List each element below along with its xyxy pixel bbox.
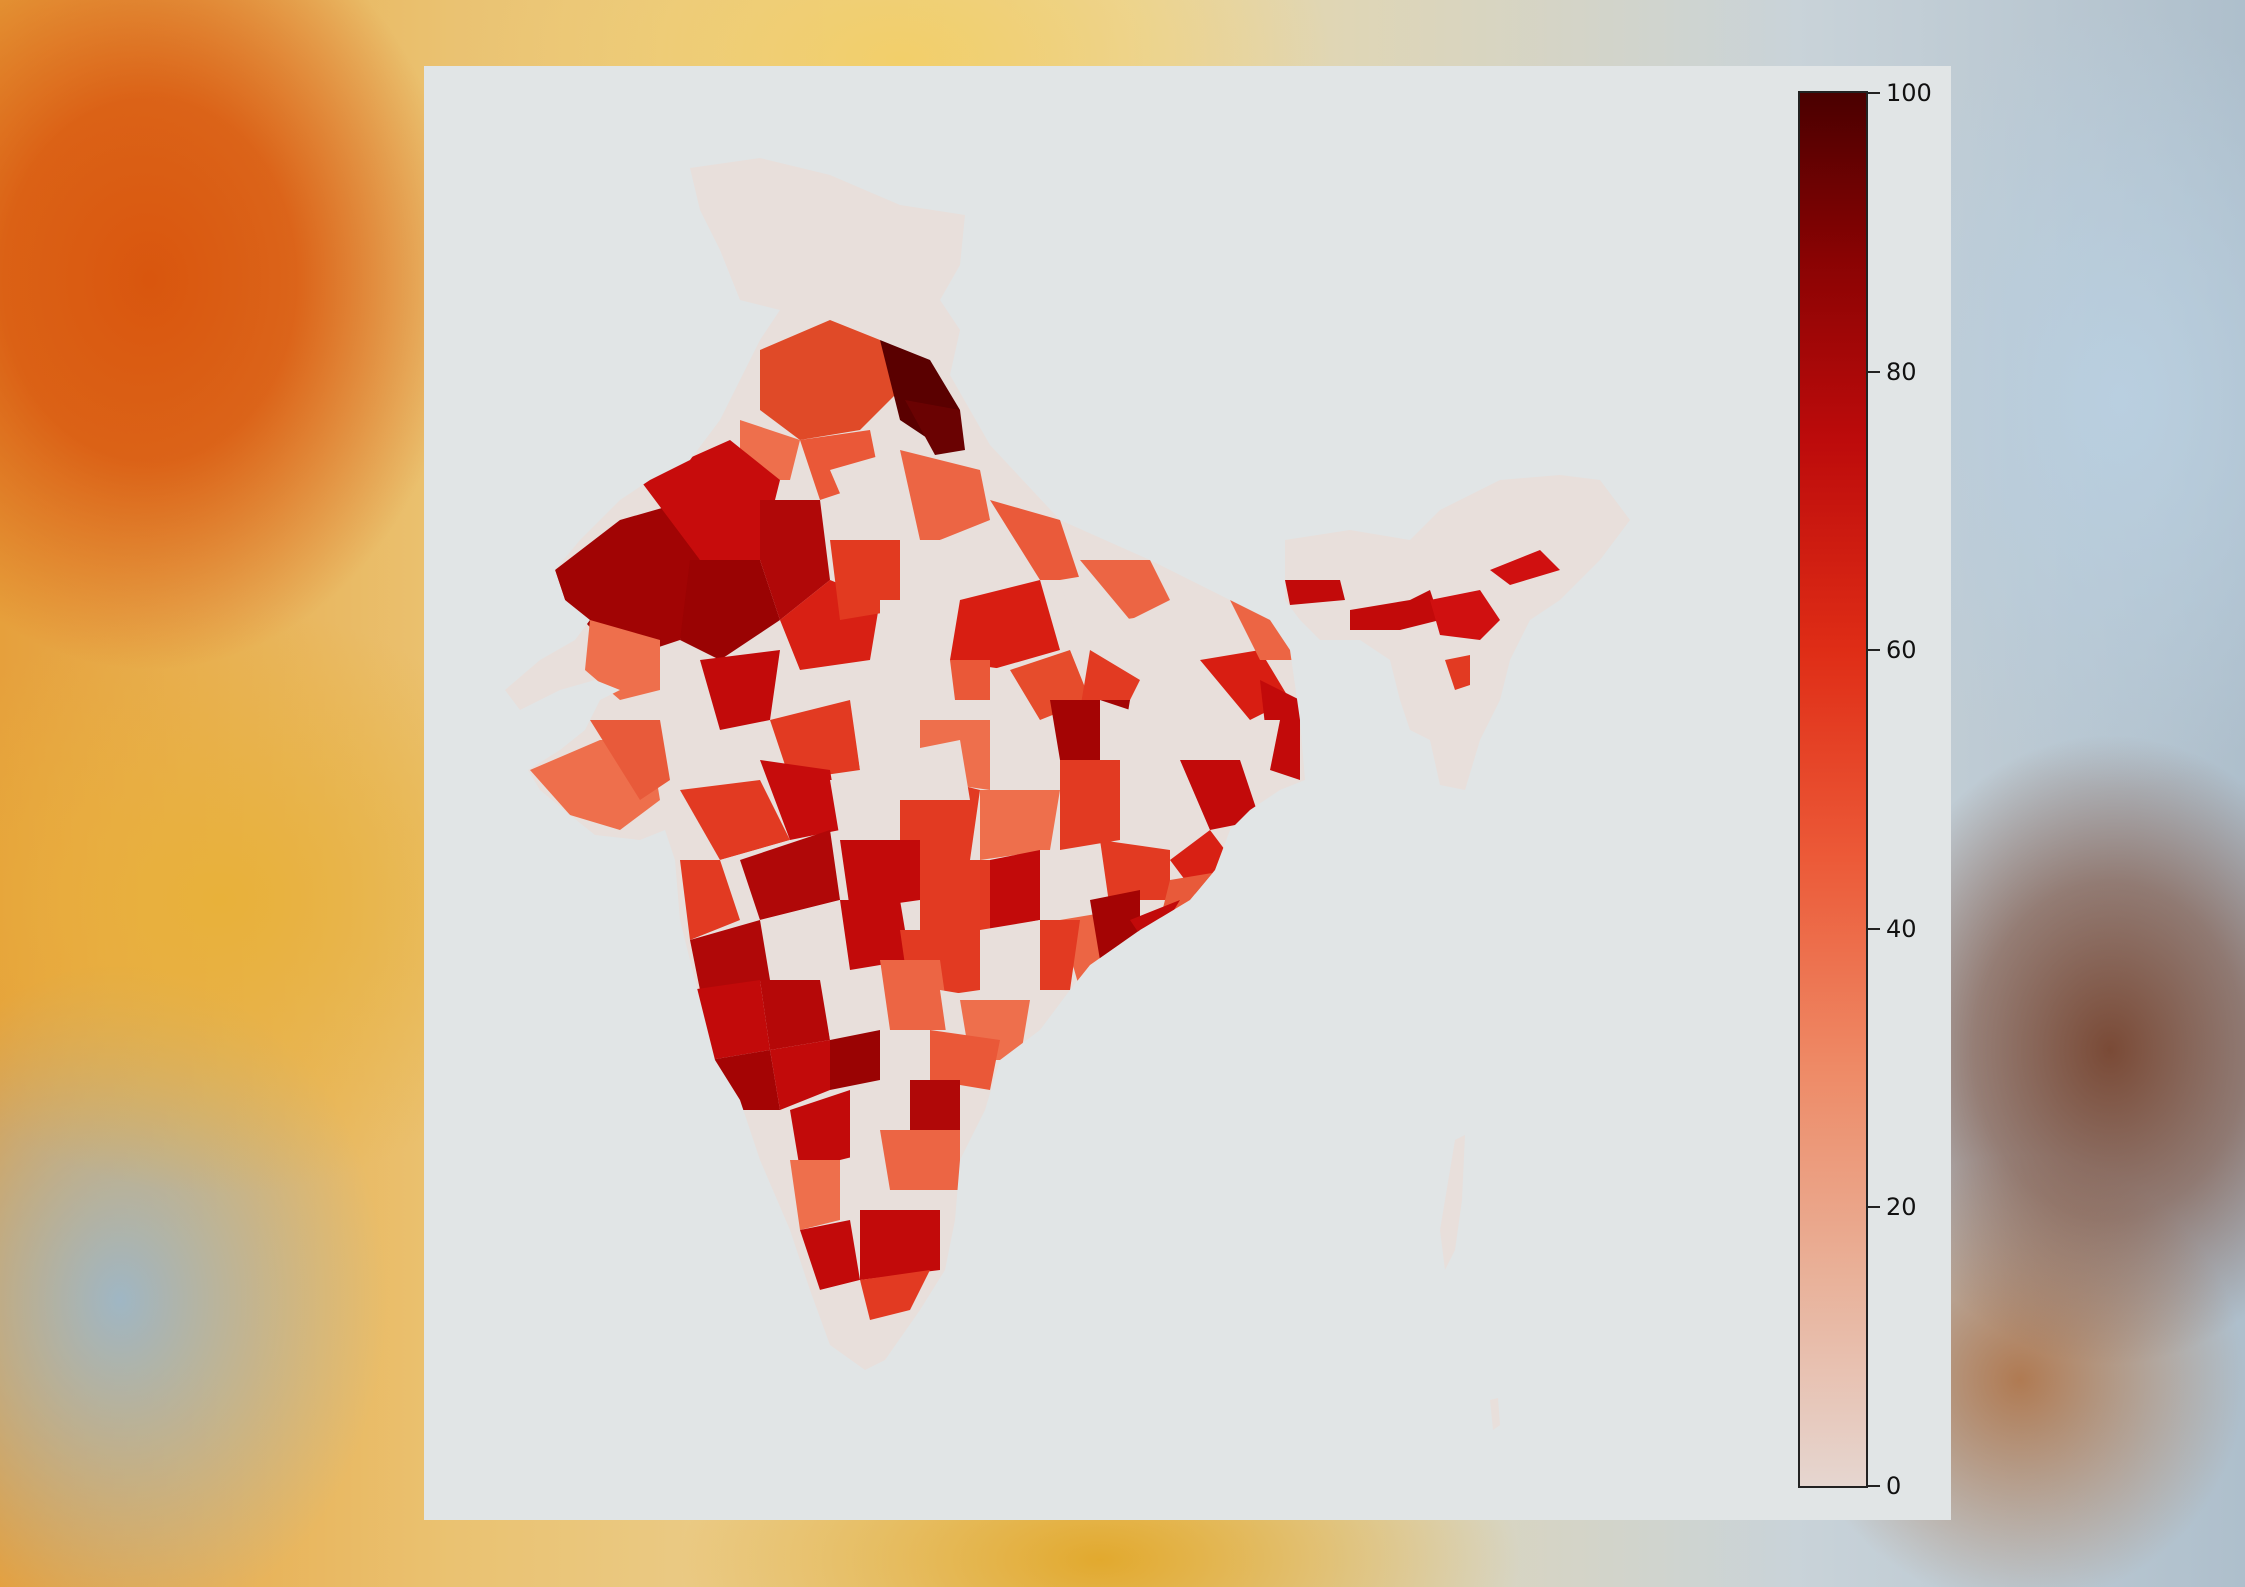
- colorbar: [1798, 91, 1868, 1488]
- colorbar-tick-label: 0: [1886, 1472, 1902, 1500]
- colorbar-tick: [1868, 1485, 1880, 1487]
- colorbar-tick-label: 60: [1886, 636, 1917, 665]
- colorbar-tick-label: 80: [1886, 357, 1917, 386]
- colorbar-tick-label: 100: [1886, 79, 1932, 107]
- colorbar-tick: [1868, 370, 1880, 373]
- northeast-patches: [1285, 550, 1560, 690]
- nicobar-islands: [1490, 1398, 1500, 1430]
- colorbar-tick: [1868, 92, 1880, 94]
- colorbar-tick: [1868, 927, 1880, 930]
- colorbar-tick: [1868, 1206, 1880, 1209]
- colorbar-tick-label: 20: [1886, 1193, 1917, 1222]
- andaman-islands: [1440, 1135, 1465, 1270]
- colorbar-tick-label: 40: [1886, 914, 1917, 943]
- colorbar-tick: [1868, 649, 1880, 652]
- district-patches: [530, 320, 1300, 1340]
